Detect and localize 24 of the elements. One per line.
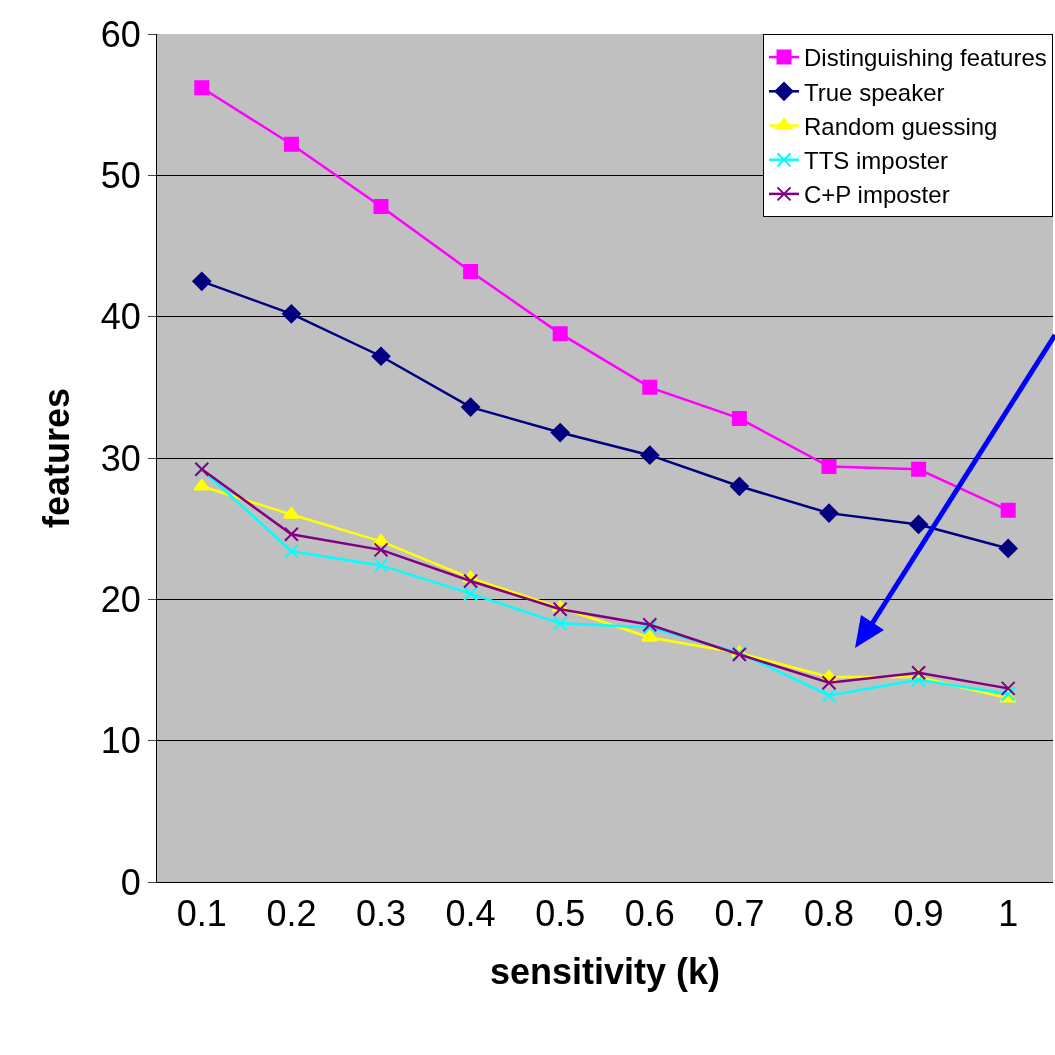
- x-tick-label: 0.2: [266, 893, 317, 935]
- y-tick-label: 50: [100, 154, 141, 196]
- x-tick-label: 1: [998, 893, 1019, 935]
- y-tick-label: 0: [120, 861, 141, 903]
- y-axis-title: features: [35, 387, 77, 529]
- x-tick-label: 0.7: [714, 893, 765, 935]
- x-tick-label: 0.5: [535, 893, 586, 935]
- legend-label: C+P imposter: [804, 181, 950, 209]
- x-tick-label: 0.4: [445, 893, 496, 935]
- legend-label: Random guessing: [804, 112, 998, 140]
- x-tick-label: 0.1: [176, 893, 227, 935]
- legend-label: Distinguishing features: [804, 44, 1047, 72]
- x-tick-label: 0.9: [893, 893, 944, 935]
- y-tick-label: 60: [100, 13, 141, 55]
- legend-label: True speaker: [804, 78, 945, 106]
- x-tick-label: 0.6: [624, 893, 675, 935]
- y-tick-label: 30: [100, 437, 141, 479]
- x-axis-title: sensitivity (k): [489, 950, 721, 992]
- y-tick-label: 20: [100, 578, 141, 620]
- x-tick-label: 0.3: [355, 893, 407, 935]
- x-tick-label: 0.8: [803, 893, 855, 935]
- y-tick-label: 40: [100, 296, 141, 338]
- y-tick-label: 10: [100, 720, 141, 762]
- legend-label: TTS imposter: [804, 147, 949, 175]
